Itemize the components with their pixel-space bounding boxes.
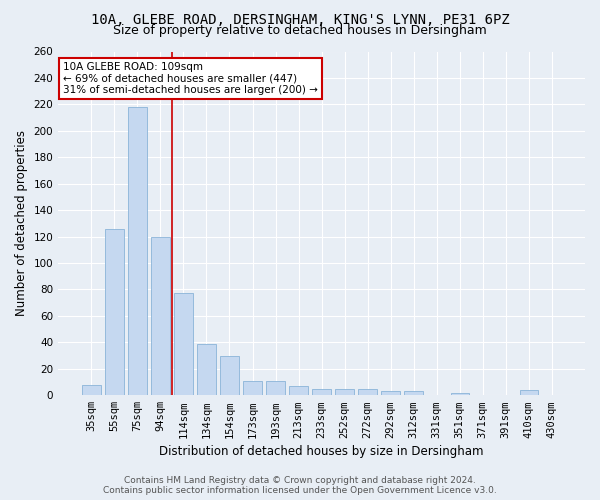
Bar <box>358 388 377 395</box>
Bar <box>151 236 170 395</box>
X-axis label: Distribution of detached houses by size in Dersingham: Distribution of detached houses by size … <box>160 444 484 458</box>
Bar <box>289 386 308 395</box>
Bar <box>197 344 215 395</box>
Bar <box>313 388 331 395</box>
Bar <box>451 392 469 395</box>
Bar <box>243 380 262 395</box>
Text: Size of property relative to detached houses in Dersingham: Size of property relative to detached ho… <box>113 24 487 37</box>
Bar <box>266 380 285 395</box>
Text: 10A GLEBE ROAD: 109sqm
← 69% of detached houses are smaller (447)
31% of semi-de: 10A GLEBE ROAD: 109sqm ← 69% of detached… <box>64 62 319 95</box>
Bar <box>128 107 146 395</box>
Bar <box>382 391 400 395</box>
Bar <box>82 384 101 395</box>
Bar <box>335 388 354 395</box>
Text: 10A, GLEBE ROAD, DERSINGHAM, KING'S LYNN, PE31 6PZ: 10A, GLEBE ROAD, DERSINGHAM, KING'S LYNN… <box>91 12 509 26</box>
Bar <box>220 356 239 395</box>
Text: Contains public sector information licensed under the Open Government Licence v3: Contains public sector information licen… <box>103 486 497 495</box>
Bar <box>404 391 423 395</box>
Bar <box>174 294 193 395</box>
Text: Contains HM Land Registry data © Crown copyright and database right 2024.: Contains HM Land Registry data © Crown c… <box>124 476 476 485</box>
Bar <box>105 228 124 395</box>
Y-axis label: Number of detached properties: Number of detached properties <box>15 130 28 316</box>
Bar <box>520 390 538 395</box>
